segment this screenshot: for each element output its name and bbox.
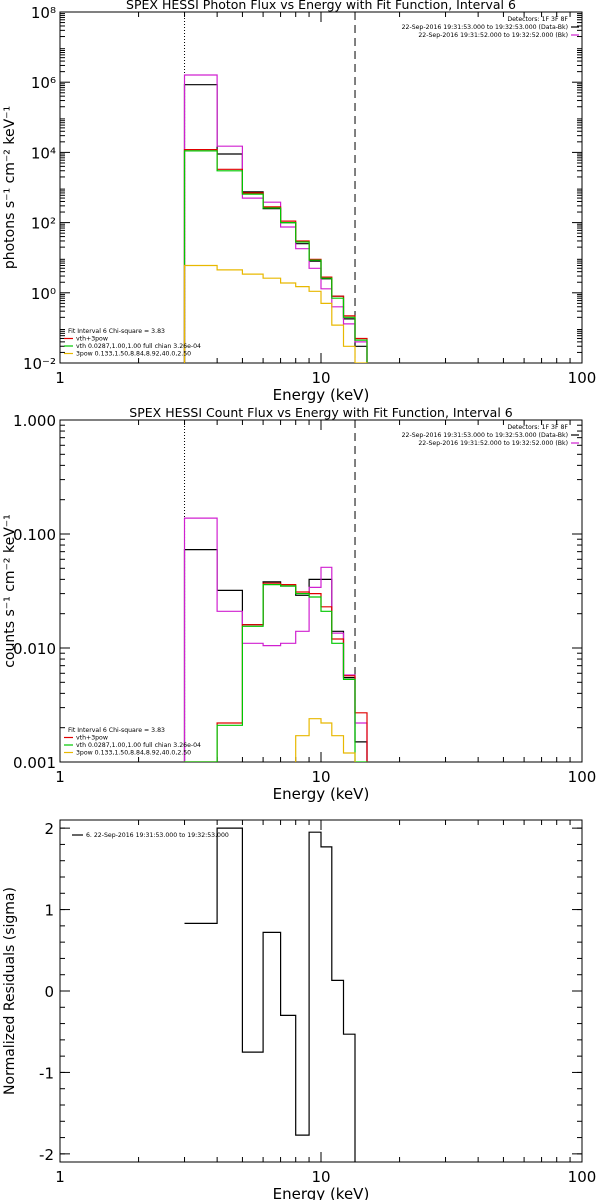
y-axis-label: Normalized Residuals (sigma) <box>2 887 18 1095</box>
y-tick-label: 1.000 <box>13 412 56 430</box>
series-line <box>183 549 368 762</box>
y-tick-label: 10⁻² <box>23 355 56 373</box>
legend-entry: 22-Sep-2016 19:31:53.000 to 19:32:53.000… <box>402 24 568 31</box>
y-tick-label: 0.001 <box>13 754 56 772</box>
x-tick-label: 100 <box>568 1168 597 1186</box>
y-axis-label: counts s⁻¹ cm⁻² keV⁻¹ <box>2 514 18 668</box>
series-line <box>183 84 368 363</box>
x-tick-label: 10 <box>311 768 330 786</box>
series-line <box>295 718 356 762</box>
y-tick-label: -2 <box>39 1146 54 1164</box>
series-line <box>183 149 368 363</box>
x-tick-label: 1 <box>55 369 65 387</box>
x-tick-label: 1 <box>55 1168 65 1186</box>
y-tick-label: 0 <box>44 983 54 1001</box>
x-axis-label: Energy (keV) <box>273 1185 370 1200</box>
chart-title: SPEX HESSI Count Flux vs Energy with Fit… <box>129 405 512 420</box>
x-axis-label: Energy (keV) <box>273 386 370 404</box>
chart-title: SPEX HESSI Photon Flux vs Energy with Fi… <box>126 0 516 12</box>
plot-frame <box>59 819 583 1163</box>
y-tick-label: 0.100 <box>13 526 56 544</box>
x-tick-label: 100 <box>568 768 597 786</box>
legend-entry: 22-Sep-2016 19:31:52.000 to 19:32:52.000… <box>418 32 568 39</box>
series-line <box>183 264 368 363</box>
y-tick-label: -1 <box>39 1064 54 1082</box>
y-axis-label: photons s⁻¹ cm⁻² keV⁻¹ <box>2 106 18 269</box>
series-line <box>183 517 368 762</box>
x-axis-label: Energy (keV) <box>273 785 370 803</box>
series-line <box>183 584 368 762</box>
legend-entry: 22-Sep-2016 19:31:52.000 to 19:32:52.000… <box>418 440 568 447</box>
y-tick-label: 10⁴ <box>31 144 56 162</box>
x-tick-label: 100 <box>568 369 597 387</box>
legend-entry: 3pow 0.133,1.50,8.84,8.92,40.0,2.50 <box>76 750 191 757</box>
y-tick-label: 10⁶ <box>31 74 56 92</box>
x-tick-label: 10 <box>311 369 330 387</box>
legend-entry: Fit Interval 6 Chi-square = 3.83 <box>68 727 165 734</box>
legend-entry: vth+3pow <box>76 336 108 343</box>
legend-entry: Fit Interval 6 Chi-square = 3.83 <box>68 328 165 335</box>
y-tick-label: 10⁸ <box>31 4 56 22</box>
y-tick-label: 10⁰ <box>31 285 56 303</box>
series-line <box>183 582 368 762</box>
series-line <box>184 827 356 1162</box>
plot-frame <box>59 11 583 364</box>
plot-area <box>183 12 368 363</box>
plot-area <box>183 420 368 762</box>
legend-entry: vth 0.0287,1.00,1.00 full chian 3.26e-04 <box>76 343 201 350</box>
legend-entry: 6. 22-Sep-2016 19:31:53.000 to 19:32:53.… <box>86 832 229 839</box>
plot-area <box>184 827 356 1162</box>
series-line <box>183 150 368 363</box>
x-tick-label: 1 <box>55 768 65 786</box>
y-tick-label: 2 <box>44 820 54 838</box>
y-tick-label: 0.010 <box>13 640 56 658</box>
legend-entry: 3pow 0.133,1.50,8.84,8.92,40.0,2.50 <box>76 351 191 358</box>
y-tick-label: 10² <box>31 215 56 233</box>
legend-entry: Detectors: 1F 3F 8F <box>507 424 568 431</box>
x-tick-label: 10 <box>311 1168 330 1186</box>
legend-entry: vth 0.0287,1.00,1.00 full chian 3.26e-04 <box>76 742 201 749</box>
legend-entry: 22-Sep-2016 19:31:53.000 to 19:32:53.000… <box>402 432 568 439</box>
series-line <box>183 74 368 363</box>
y-tick-label: 1 <box>44 902 54 920</box>
legend-entry: vth+3pow <box>76 735 108 742</box>
plot-frame <box>59 419 583 763</box>
legend-entry: Detectors: 1F 3F 8F <box>507 16 568 23</box>
